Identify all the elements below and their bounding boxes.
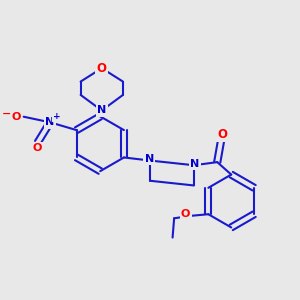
Text: −: − [2,109,11,118]
Text: O: O [218,128,227,141]
Text: O: O [11,112,21,122]
Text: O: O [33,143,42,153]
Text: O: O [181,209,190,219]
Text: +: + [53,112,61,121]
Text: N: N [145,154,154,164]
Text: N: N [190,159,199,169]
Text: N: N [97,106,106,116]
Text: O: O [97,62,107,75]
Text: N: N [46,117,55,127]
